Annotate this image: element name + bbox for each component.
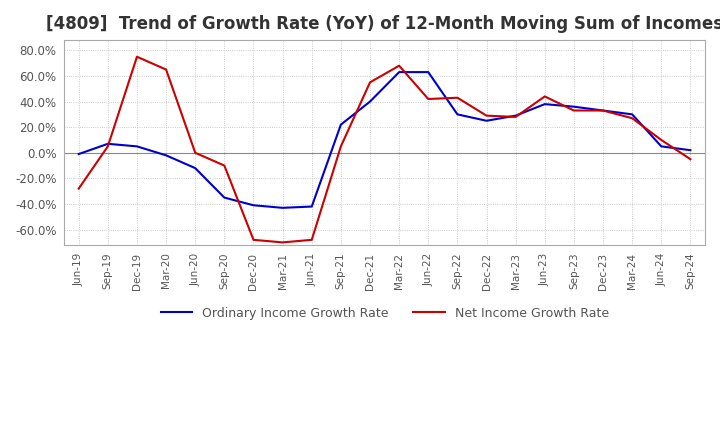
Ordinary Income Growth Rate bbox=[482, 118, 491, 123]
Net Income Growth Rate bbox=[74, 186, 83, 191]
Net Income Growth Rate bbox=[191, 150, 199, 155]
Net Income Growth Rate bbox=[249, 237, 258, 242]
Net Income Growth Rate bbox=[482, 113, 491, 118]
Ordinary Income Growth Rate bbox=[628, 112, 636, 117]
Net Income Growth Rate bbox=[366, 80, 374, 85]
Ordinary Income Growth Rate bbox=[132, 144, 141, 149]
Ordinary Income Growth Rate bbox=[570, 104, 578, 109]
Net Income Growth Rate bbox=[570, 108, 578, 113]
Ordinary Income Growth Rate bbox=[162, 153, 171, 158]
Net Income Growth Rate bbox=[132, 54, 141, 59]
Net Income Growth Rate bbox=[336, 144, 345, 149]
Ordinary Income Growth Rate bbox=[395, 70, 403, 75]
Ordinary Income Growth Rate bbox=[249, 203, 258, 208]
Net Income Growth Rate bbox=[279, 240, 287, 245]
Ordinary Income Growth Rate bbox=[366, 99, 374, 104]
Net Income Growth Rate bbox=[453, 95, 462, 100]
Line: Net Income Growth Rate: Net Income Growth Rate bbox=[78, 57, 690, 242]
Ordinary Income Growth Rate bbox=[279, 205, 287, 210]
Ordinary Income Growth Rate bbox=[686, 147, 695, 153]
Net Income Growth Rate bbox=[395, 63, 403, 68]
Line: Ordinary Income Growth Rate: Ordinary Income Growth Rate bbox=[78, 72, 690, 208]
Ordinary Income Growth Rate bbox=[424, 70, 433, 75]
Ordinary Income Growth Rate bbox=[220, 195, 229, 200]
Ordinary Income Growth Rate bbox=[336, 122, 345, 127]
Legend: Ordinary Income Growth Rate, Net Income Growth Rate: Ordinary Income Growth Rate, Net Income … bbox=[156, 302, 613, 325]
Net Income Growth Rate bbox=[424, 96, 433, 102]
Ordinary Income Growth Rate bbox=[453, 112, 462, 117]
Ordinary Income Growth Rate bbox=[191, 165, 199, 171]
Net Income Growth Rate bbox=[599, 108, 608, 113]
Net Income Growth Rate bbox=[162, 67, 171, 72]
Ordinary Income Growth Rate bbox=[511, 113, 520, 118]
Ordinary Income Growth Rate bbox=[74, 151, 83, 157]
Net Income Growth Rate bbox=[220, 163, 229, 168]
Ordinary Income Growth Rate bbox=[104, 141, 112, 147]
Ordinary Income Growth Rate bbox=[541, 102, 549, 107]
Ordinary Income Growth Rate bbox=[599, 108, 608, 113]
Net Income Growth Rate bbox=[511, 114, 520, 120]
Title: [4809]  Trend of Growth Rate (YoY) of 12-Month Moving Sum of Incomes: [4809] Trend of Growth Rate (YoY) of 12-… bbox=[46, 15, 720, 33]
Net Income Growth Rate bbox=[104, 144, 112, 149]
Net Income Growth Rate bbox=[628, 116, 636, 121]
Net Income Growth Rate bbox=[686, 157, 695, 162]
Net Income Growth Rate bbox=[541, 94, 549, 99]
Ordinary Income Growth Rate bbox=[657, 144, 665, 149]
Net Income Growth Rate bbox=[307, 237, 316, 242]
Ordinary Income Growth Rate bbox=[307, 204, 316, 209]
Net Income Growth Rate bbox=[657, 137, 665, 143]
